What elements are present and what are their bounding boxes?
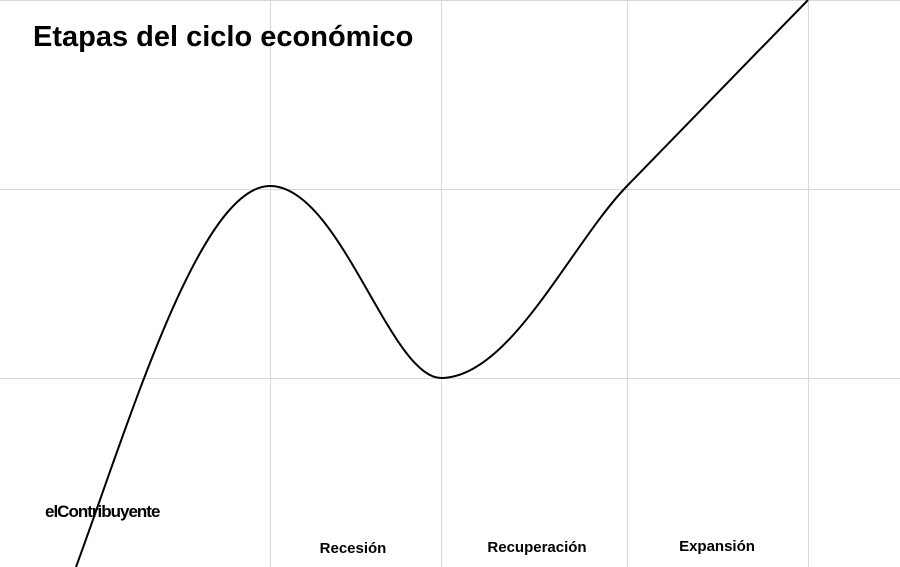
stage-label: Expansión — [679, 538, 755, 555]
stage-label: Recuperación — [487, 539, 586, 556]
stage-label: Recesión — [320, 540, 387, 557]
cycle-curve — [75, 0, 809, 567]
title: Etapas del ciclo económico — [33, 21, 413, 53]
logo: elContribuyente — [45, 502, 160, 521]
